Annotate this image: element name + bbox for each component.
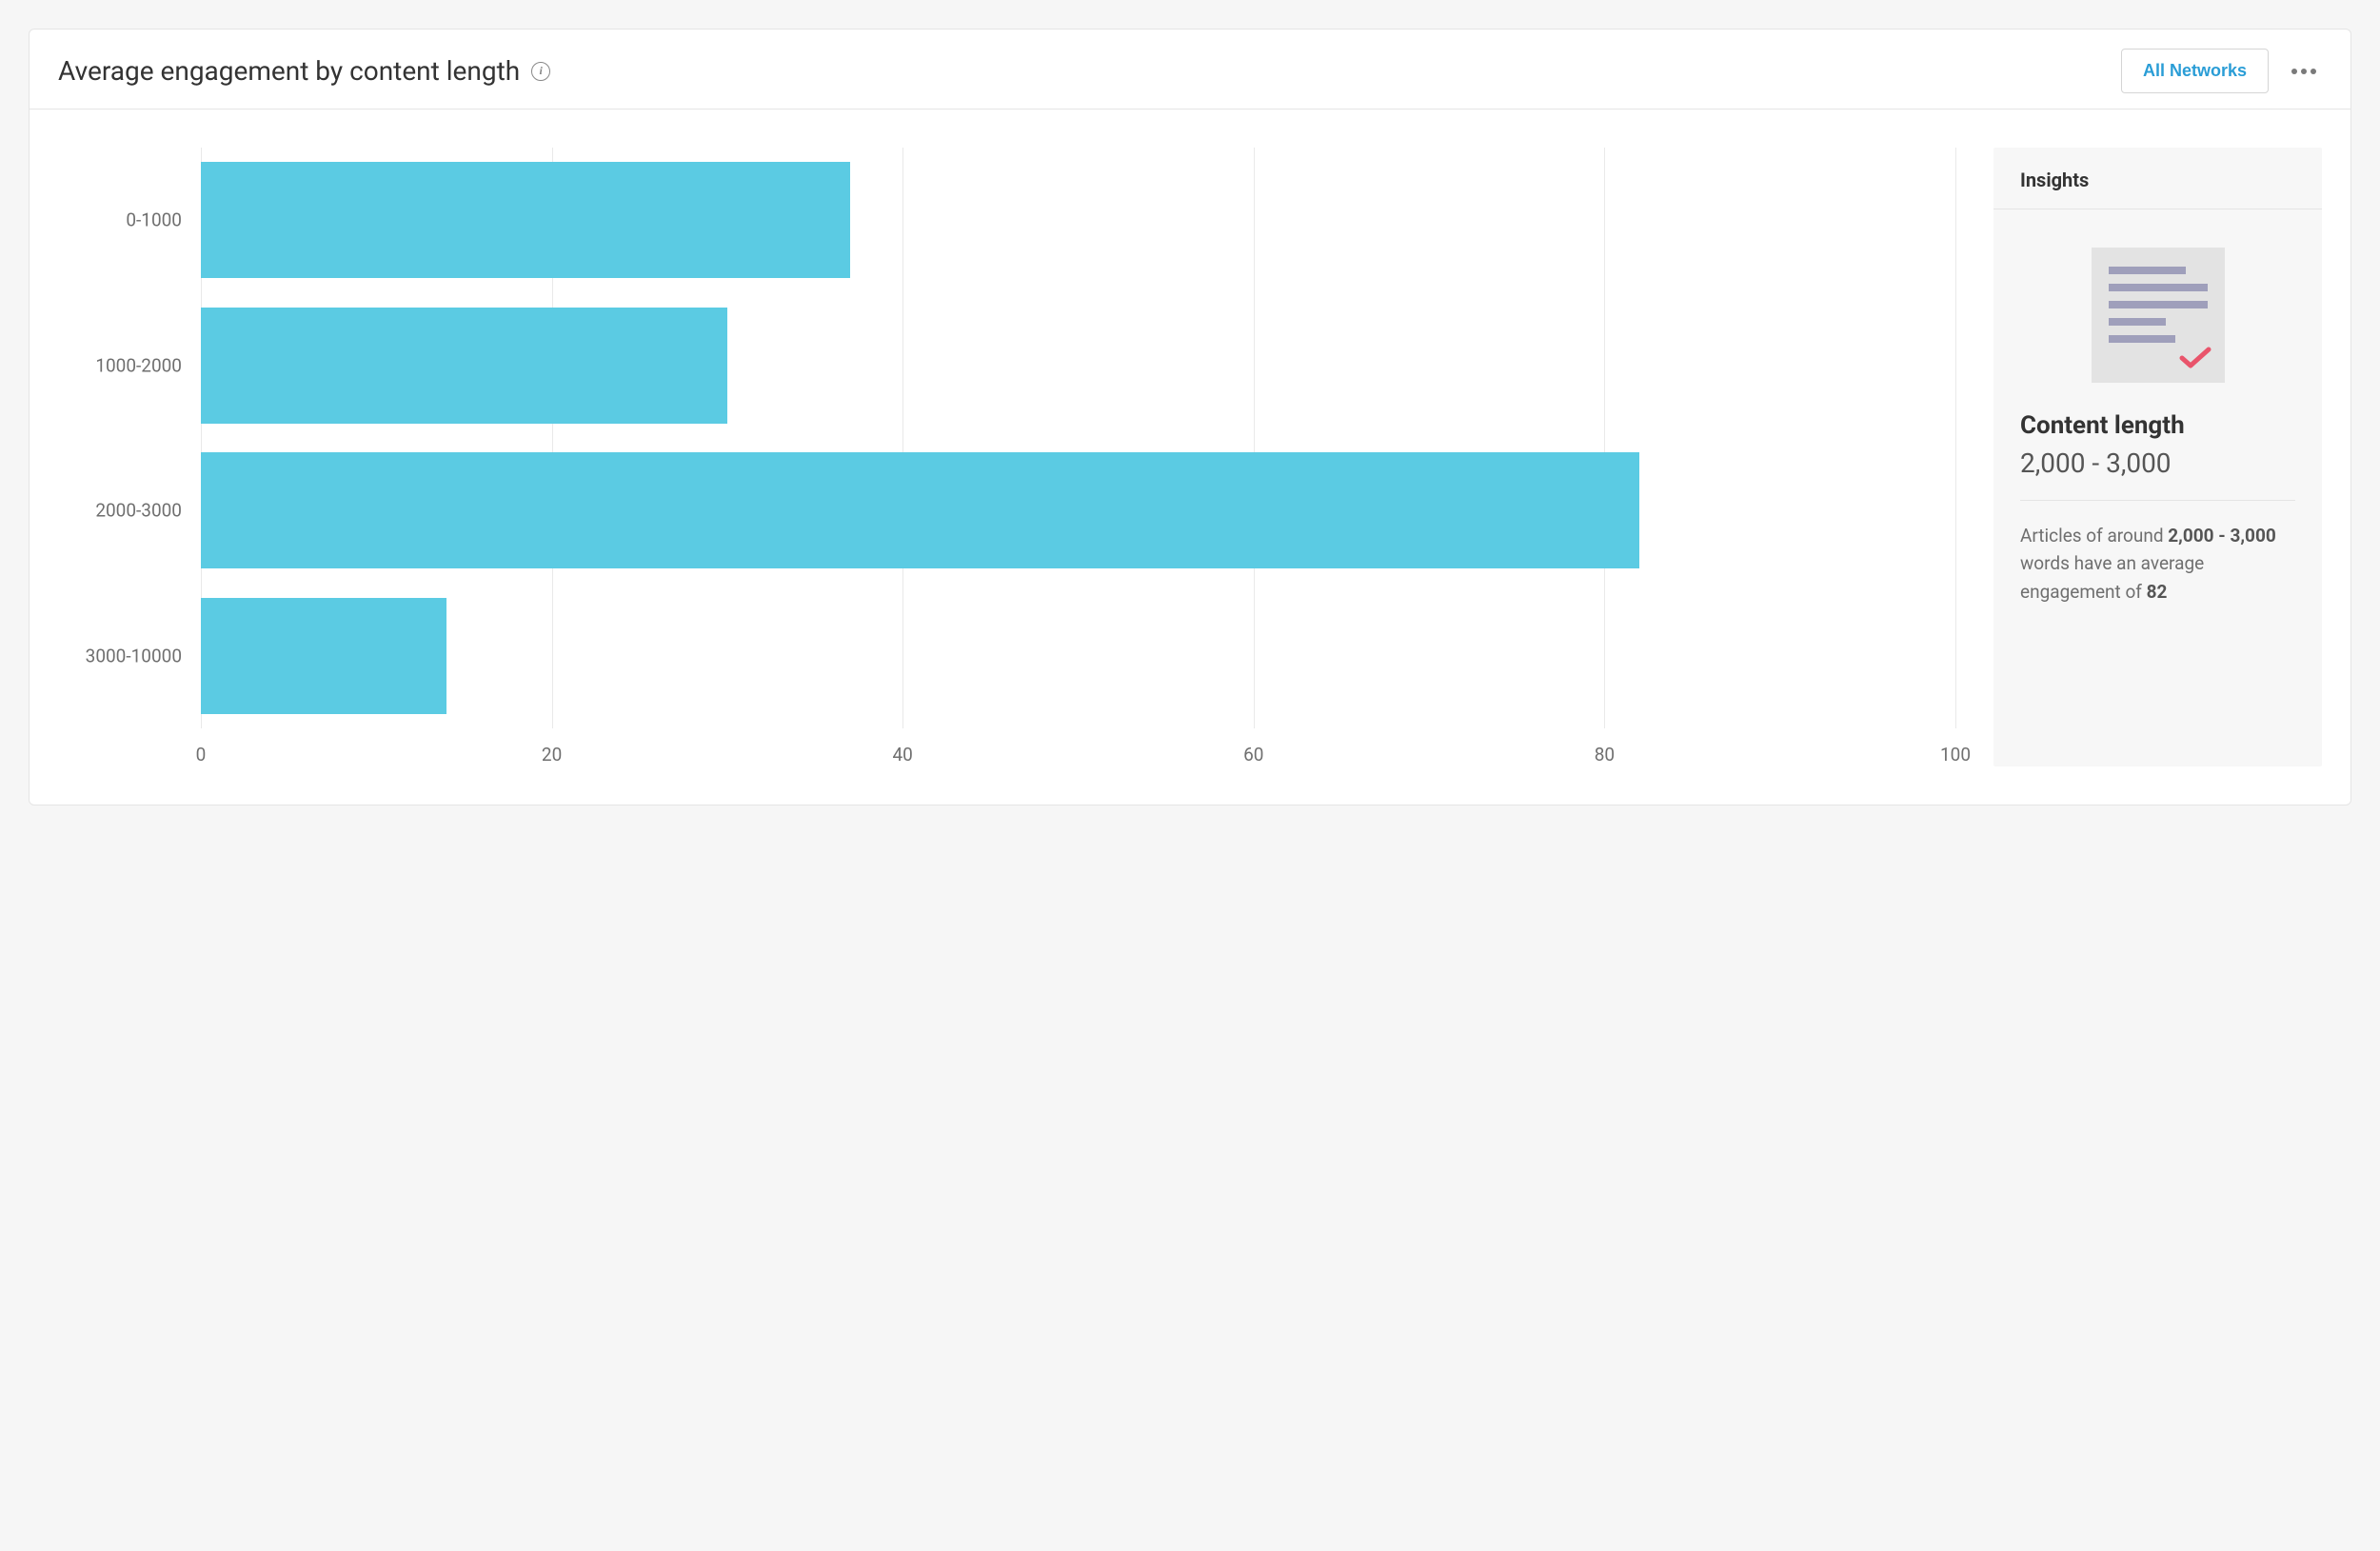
insights-body: Content length 2,000 - 3,000 Articles of… [1993, 209, 2322, 632]
header-actions: All Networks [2121, 49, 2322, 93]
card-body: 0-1000 1000-2000 2000-3000 3000-10000 0 20 40… [30, 109, 2350, 805]
document-check-icon [2092, 248, 2225, 383]
insights-panel: Insights Content length 2,000 - 3,000 Ar… [1993, 148, 2322, 766]
card-title: Average engagement by content length [58, 55, 520, 87]
x-tick-label: 20 [542, 744, 562, 766]
card-header: Average engagement by content length i A… [30, 30, 2350, 109]
bar-chart: 0-1000 1000-2000 2000-3000 3000-10000 0 20 40… [58, 148, 1955, 766]
insights-value: 2,000 - 3,000 [2020, 447, 2295, 479]
gridline [1604, 148, 1605, 728]
chart-card: Average engagement by content length i A… [29, 29, 2351, 805]
more-options-icon[interactable] [2286, 63, 2322, 80]
networks-filter-button[interactable]: All Networks [2121, 49, 2269, 93]
bar-row: 3000-10000 [201, 598, 446, 714]
bar[interactable] [201, 162, 850, 278]
x-tick-label: 80 [1595, 744, 1615, 766]
gridline [1955, 148, 1956, 728]
insights-description: Articles of around 2,000 - 3,000 words h… [2020, 522, 2295, 606]
y-category-label: 1000-2000 [95, 354, 182, 376]
insights-title: Insights [1993, 148, 2322, 209]
x-tick-label: 100 [1940, 744, 1971, 766]
gridline [1254, 148, 1255, 728]
insights-subtitle: Content length [2020, 411, 2295, 440]
y-category-label: 0-1000 [126, 209, 182, 231]
bar-row: 1000-2000 [201, 308, 727, 424]
bar[interactable] [201, 452, 1639, 568]
insights-divider [2020, 500, 2295, 501]
bar-row: 2000-3000 [201, 452, 1639, 568]
x-tick-label: 40 [893, 744, 913, 766]
gridline [902, 148, 903, 728]
checkmark-icon [2179, 347, 2211, 369]
y-category-label: 3000-10000 [86, 645, 182, 666]
bar[interactable] [201, 308, 727, 424]
bar-row: 0-1000 [201, 162, 850, 278]
bar[interactable] [201, 598, 446, 714]
x-tick-label: 60 [1243, 744, 1263, 766]
title-wrap: Average engagement by content length i [58, 55, 550, 87]
info-icon[interactable]: i [531, 62, 550, 81]
y-category-label: 2000-3000 [95, 500, 182, 522]
x-tick-label: 0 [196, 744, 207, 766]
